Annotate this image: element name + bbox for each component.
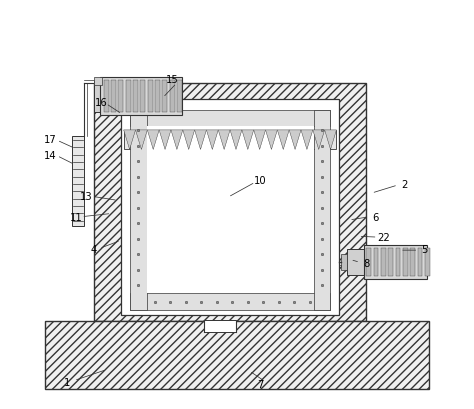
Bar	[396, 248, 401, 276]
Polygon shape	[124, 130, 136, 149]
Polygon shape	[265, 130, 277, 149]
Bar	[93, 83, 366, 321]
Polygon shape	[254, 130, 265, 149]
Polygon shape	[218, 130, 230, 149]
Bar	[118, 80, 123, 112]
Bar	[124, 130, 337, 149]
Bar	[418, 248, 422, 276]
Polygon shape	[159, 130, 171, 149]
Bar	[381, 248, 386, 276]
Text: 15: 15	[165, 75, 178, 85]
Bar	[374, 248, 378, 276]
Bar	[133, 80, 138, 112]
Bar	[126, 80, 131, 112]
Bar	[170, 80, 174, 112]
Polygon shape	[147, 130, 159, 149]
Text: 14: 14	[44, 151, 56, 162]
Bar	[140, 80, 146, 112]
Bar	[72, 136, 84, 226]
Bar	[93, 76, 102, 85]
Bar	[347, 249, 365, 274]
Polygon shape	[277, 130, 289, 149]
Bar	[388, 248, 393, 276]
Text: 1: 1	[64, 378, 70, 388]
Text: 11: 11	[70, 213, 82, 222]
Bar	[130, 293, 330, 310]
Text: 4: 4	[91, 245, 97, 255]
Bar	[104, 80, 109, 112]
Bar	[155, 80, 160, 112]
Text: 7: 7	[257, 380, 264, 390]
Polygon shape	[230, 130, 242, 149]
Text: 22: 22	[377, 233, 390, 243]
Polygon shape	[183, 130, 195, 149]
Polygon shape	[207, 130, 218, 149]
Polygon shape	[171, 130, 183, 149]
Bar	[110, 87, 116, 106]
Text: 16: 16	[95, 99, 108, 108]
Bar	[146, 126, 314, 293]
Bar	[203, 320, 236, 332]
Text: 6: 6	[373, 213, 379, 222]
Text: 2: 2	[401, 180, 407, 190]
Bar	[111, 80, 116, 112]
Text: 17: 17	[44, 135, 57, 145]
Bar	[148, 80, 153, 112]
Bar	[314, 110, 330, 310]
Text: 10: 10	[255, 176, 267, 186]
Bar	[163, 80, 167, 112]
Bar	[366, 248, 371, 276]
Text: 8: 8	[364, 258, 370, 269]
Bar	[177, 80, 182, 112]
Bar	[121, 99, 339, 315]
Bar	[364, 245, 428, 279]
Polygon shape	[195, 130, 207, 149]
Bar	[100, 77, 182, 115]
Bar	[410, 248, 415, 276]
Bar	[341, 254, 347, 270]
Polygon shape	[289, 130, 301, 149]
Polygon shape	[313, 130, 325, 149]
Text: 5: 5	[421, 245, 428, 255]
Bar	[45, 321, 429, 389]
Polygon shape	[325, 130, 337, 149]
Bar	[93, 81, 110, 112]
Bar	[130, 110, 330, 126]
Bar	[425, 248, 430, 276]
Bar	[130, 110, 146, 310]
Bar	[403, 248, 408, 276]
Polygon shape	[301, 130, 313, 149]
Polygon shape	[242, 130, 254, 149]
Polygon shape	[136, 130, 147, 149]
Text: 13: 13	[80, 192, 92, 202]
